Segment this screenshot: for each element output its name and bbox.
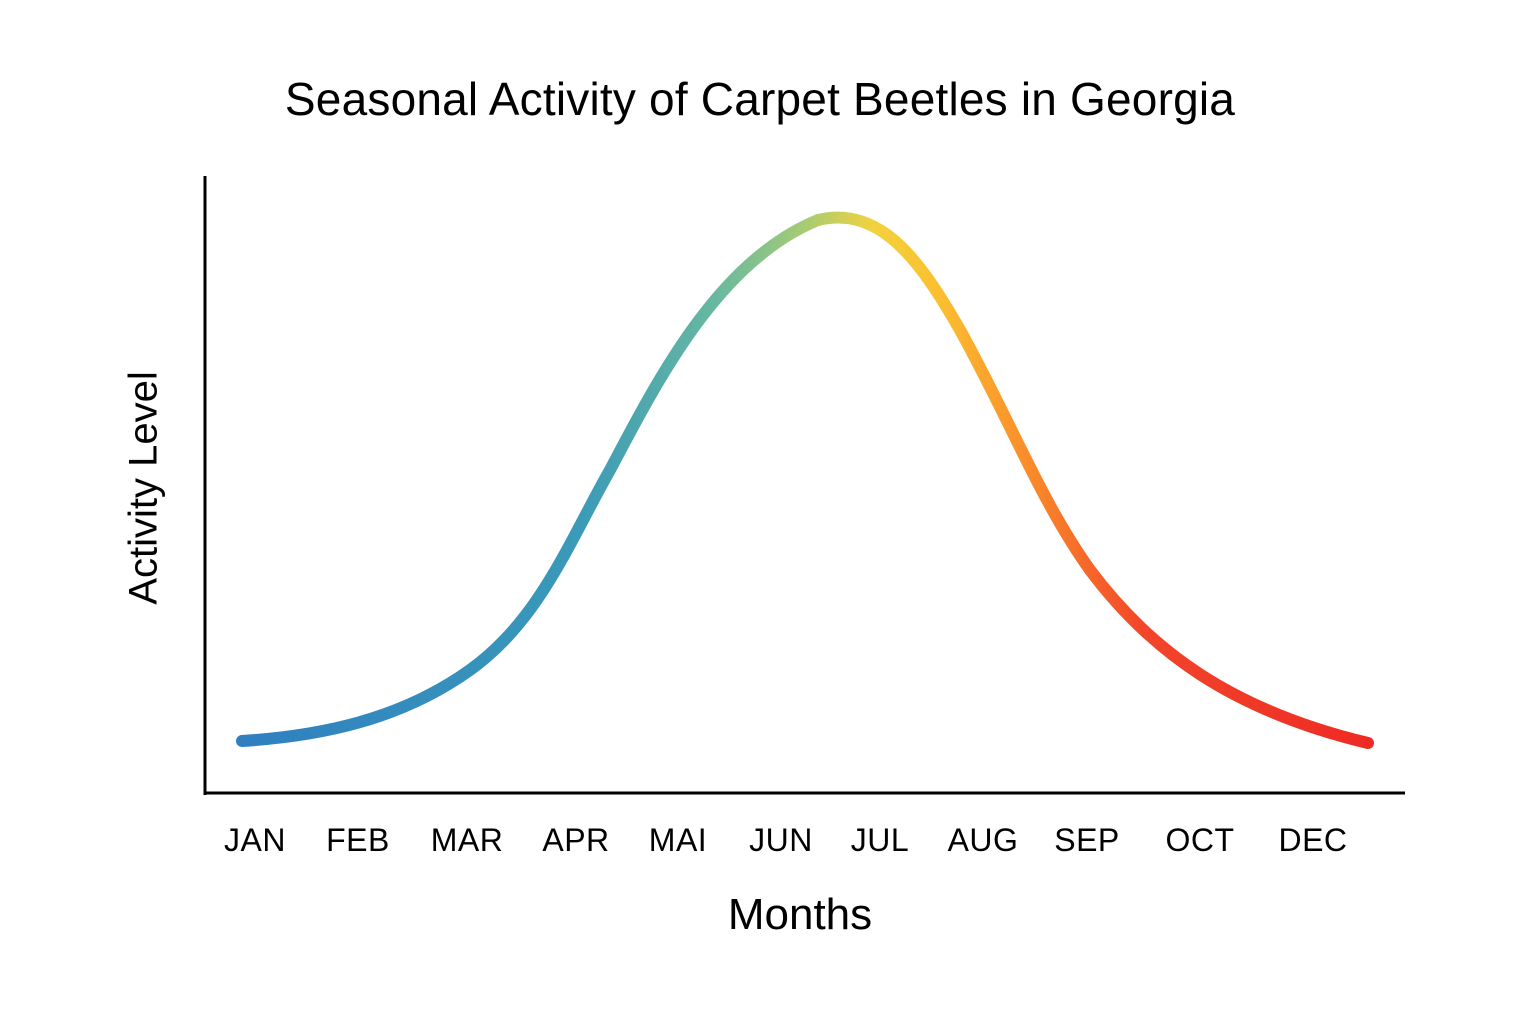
x-tick-label: FEB [326, 822, 390, 858]
x-axis-label: Months [727, 890, 873, 939]
x-tick-label: MAR [430, 822, 504, 858]
x-tick-label: SEP [1054, 822, 1120, 858]
activity-curve [236, 211, 1374, 749]
chart-title: Seasonal Activity of Carpet Beetles in G… [284, 73, 1236, 125]
x-tick-label: MAI [648, 822, 708, 858]
x-tick-label: OCT [1165, 822, 1235, 858]
x-tick-label: JUN [749, 822, 813, 858]
x-tick-label: DEC [1278, 822, 1348, 858]
x-tick-label: AUG [947, 822, 1019, 858]
y-axis-label: Activity Level [121, 371, 166, 605]
x-tick-label: APR [542, 822, 610, 858]
x-tick-label: JUL [850, 822, 910, 858]
x-tick-label: JAN [224, 822, 286, 858]
